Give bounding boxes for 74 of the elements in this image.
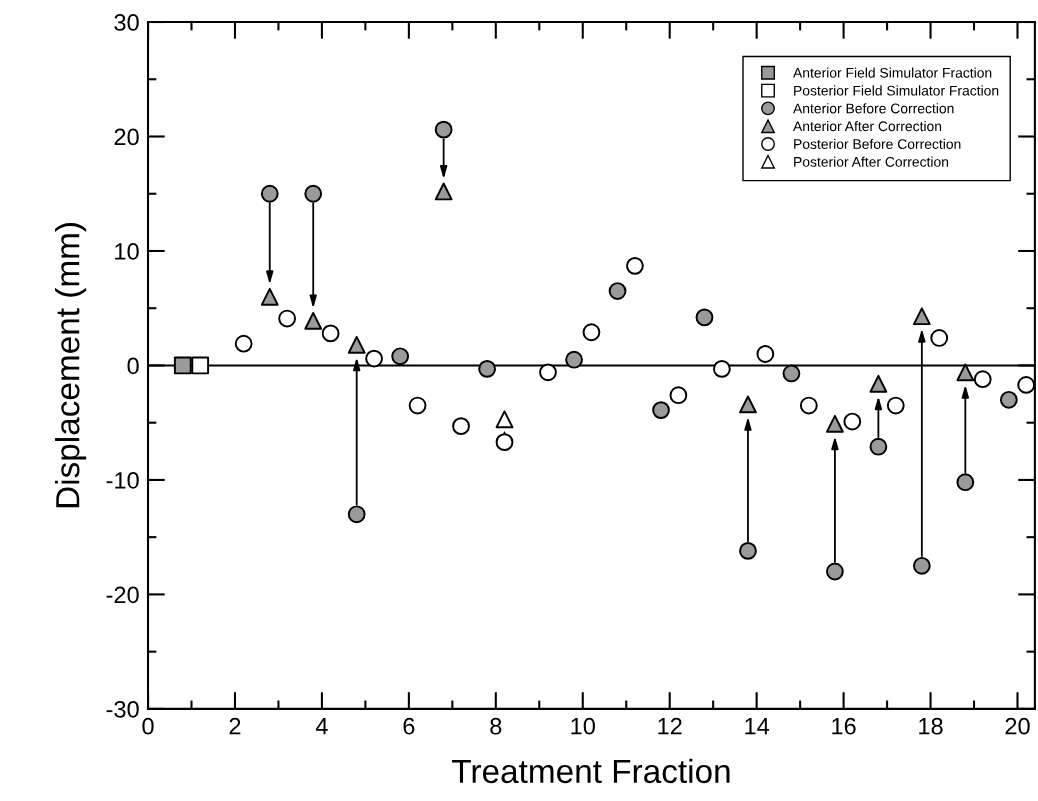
point <box>434 182 453 201</box>
point <box>756 345 775 363</box>
point <box>869 374 888 393</box>
point <box>826 414 844 433</box>
point <box>799 396 818 415</box>
point <box>408 396 427 415</box>
point <box>321 324 340 343</box>
point <box>304 311 323 330</box>
point <box>669 386 688 405</box>
point <box>626 256 644 275</box>
x-tick-label: 6 <box>403 717 415 735</box>
point <box>565 350 583 369</box>
point <box>712 360 731 378</box>
x-tick-label: 12 <box>658 717 682 735</box>
y-tick-label: -10 <box>106 472 139 489</box>
point <box>278 309 297 328</box>
legend-label: Anterior After Correction <box>793 120 942 132</box>
x-tick-label: 2 <box>229 717 241 735</box>
legend-label: Posterior After Correction <box>794 156 949 167</box>
point <box>956 473 975 492</box>
x-tick-label: 18 <box>919 717 943 735</box>
point <box>260 287 279 306</box>
point <box>478 360 496 378</box>
point <box>739 395 757 414</box>
point <box>495 410 514 429</box>
point <box>434 120 453 139</box>
y-tick-label: -30 <box>106 700 139 718</box>
point <box>695 308 714 327</box>
x-tick-label: 20 <box>1005 717 1030 735</box>
point <box>739 542 757 560</box>
y-tick-label: 20 <box>114 128 139 146</box>
point <box>582 323 601 342</box>
y-axis-title: Displacement (mm) <box>55 223 87 508</box>
x-tick-label: 16 <box>832 717 856 735</box>
x-axis-title: Treatment Fraction <box>452 758 730 784</box>
point <box>608 282 627 300</box>
point <box>452 417 470 436</box>
point <box>912 556 931 575</box>
point <box>234 334 253 353</box>
point <box>652 401 670 419</box>
legend-label: Posterior Before Correction <box>794 138 961 149</box>
x-tick-label: 10 <box>571 717 595 735</box>
point <box>886 396 905 415</box>
point <box>956 363 975 382</box>
point <box>347 505 366 524</box>
point <box>1017 376 1035 394</box>
point <box>365 349 383 368</box>
point <box>260 184 279 203</box>
x-tick-label: 0 <box>142 717 154 735</box>
point <box>391 347 410 366</box>
y-tick-label: 10 <box>115 243 139 260</box>
point <box>869 437 888 456</box>
point <box>304 184 323 203</box>
point <box>999 390 1018 409</box>
x-tick-label: 4 <box>315 718 328 735</box>
legend-label: Anterior Before Correction <box>793 103 954 114</box>
y-tick-label: 30 <box>114 14 139 31</box>
point <box>826 562 844 581</box>
point <box>173 356 192 375</box>
point <box>843 412 862 431</box>
point <box>495 433 514 452</box>
point <box>973 370 992 389</box>
legend-label: Anterior Field Simulator Fraction <box>793 67 992 78</box>
y-tick-label: 0 <box>127 357 139 375</box>
point <box>930 329 949 347</box>
x-tick-label: 8 <box>490 717 502 735</box>
x-tick-label: 14 <box>745 718 770 735</box>
point <box>782 364 801 383</box>
point <box>191 356 210 375</box>
legend-label: Posterior Field Simulator Fraction <box>794 85 999 96</box>
point <box>347 335 366 354</box>
y-tick-label: -20 <box>106 586 139 604</box>
point <box>539 363 557 382</box>
point <box>912 307 931 326</box>
